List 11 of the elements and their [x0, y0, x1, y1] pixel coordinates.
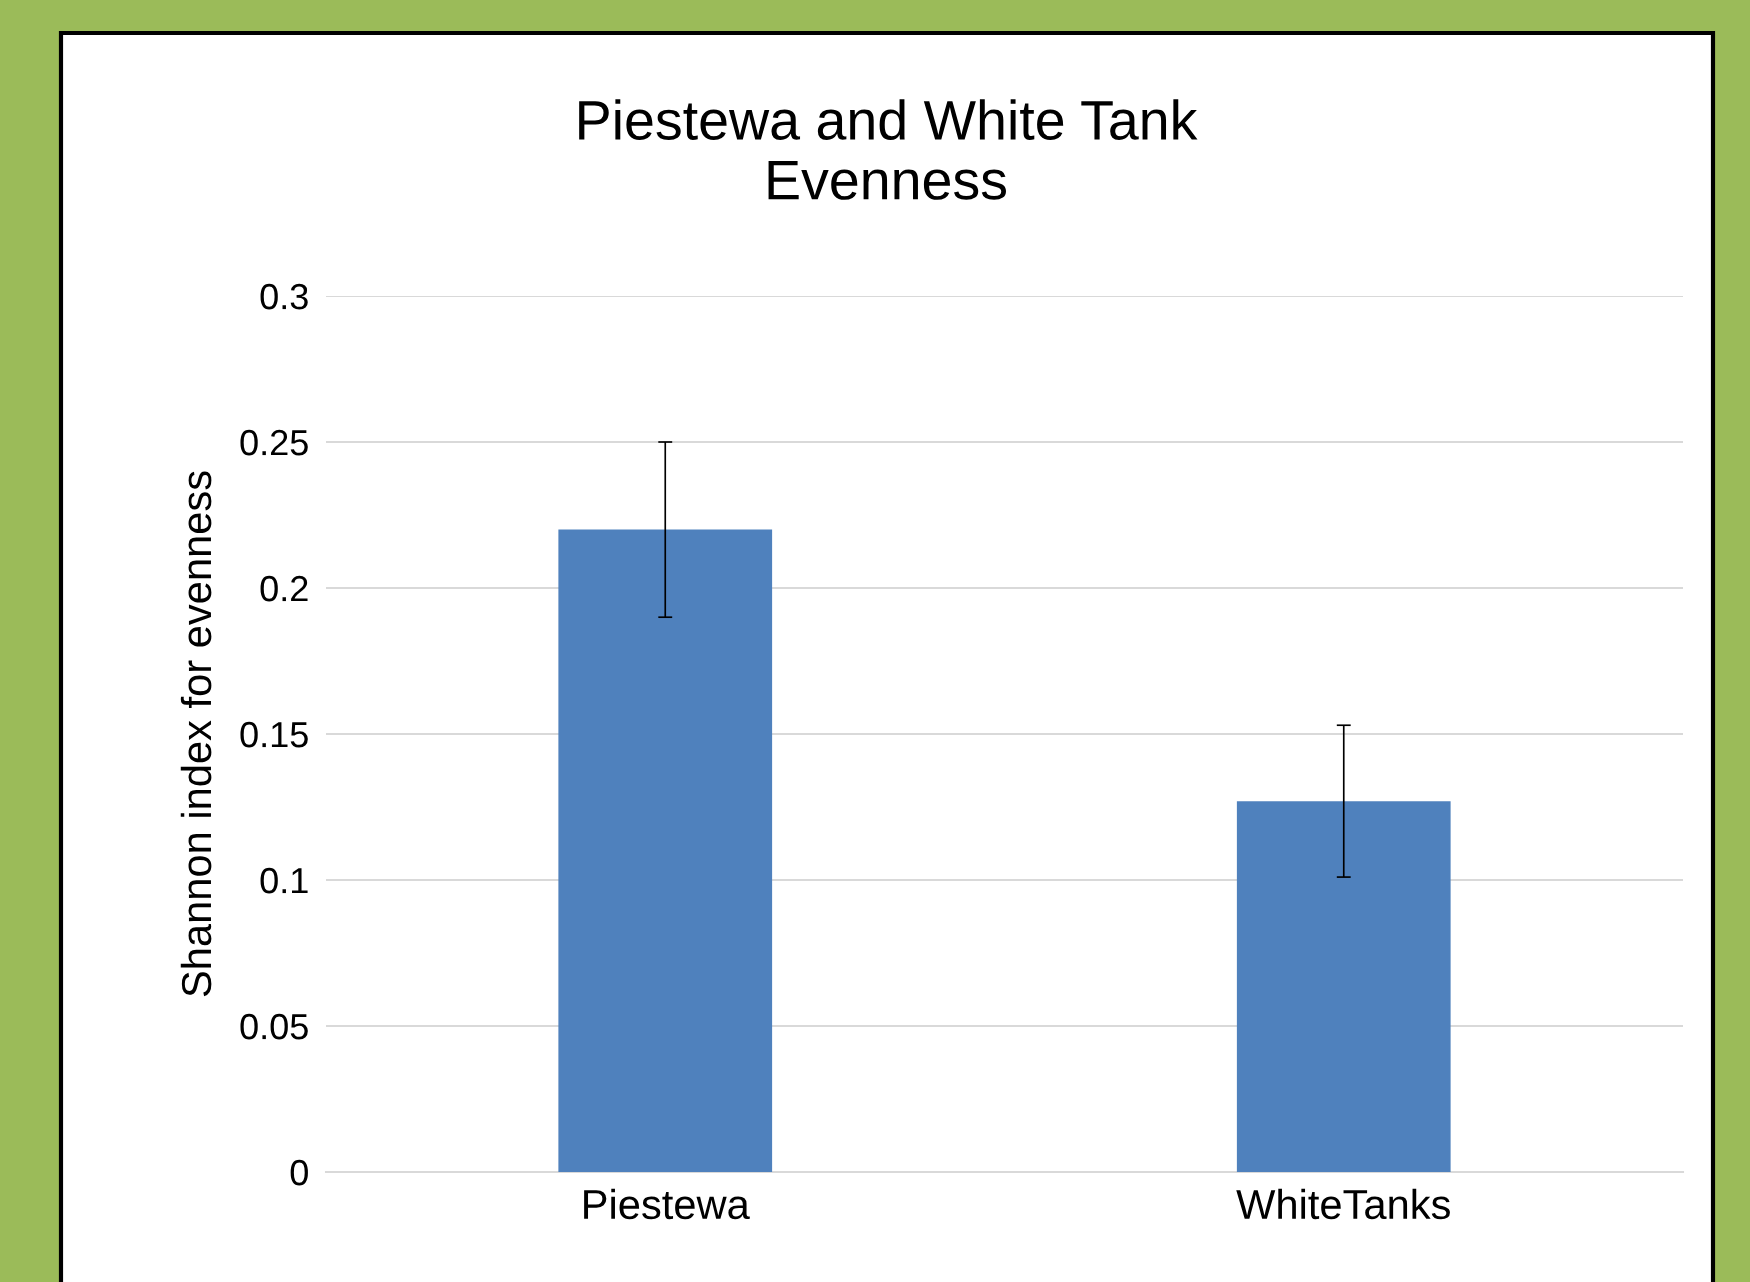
y-tick-label: 0 [290, 1159, 308, 1186]
y-tick-label: 0.1 [260, 867, 308, 894]
y-tick-label: 0.15 [240, 721, 308, 748]
y-axis-title: Shannon index for evenness [180, 471, 212, 997]
y-tick-label: 0.05 [240, 1013, 308, 1040]
y-tick-label: 0.3 [260, 283, 308, 310]
x-tick-label: WhiteTanks [1236, 1188, 1450, 1220]
y-tick-label: 0.25 [240, 429, 308, 456]
y-tick-label: 0.2 [260, 575, 308, 602]
chart-title: Piestewa and White Tank Evenness [579, 99, 1198, 200]
x-tick-label: Piestewa [584, 1188, 750, 1220]
